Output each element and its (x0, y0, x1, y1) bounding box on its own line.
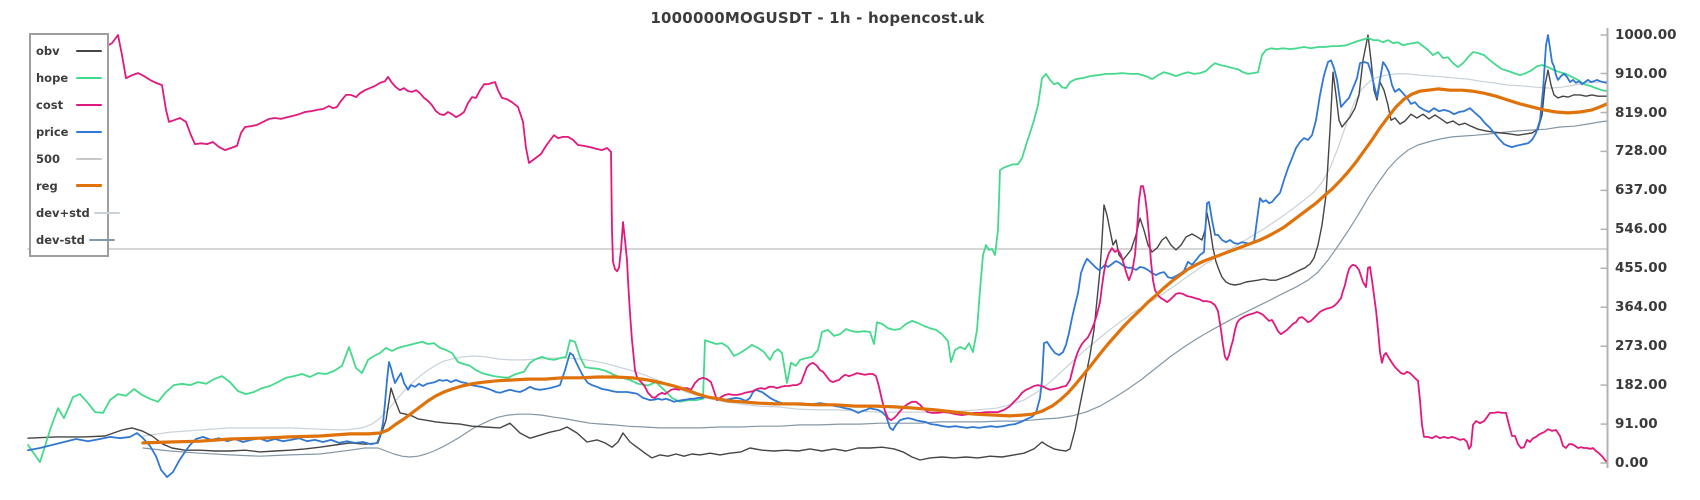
legend-swatch-cost (76, 103, 102, 106)
legend-label: dev+std (36, 205, 90, 220)
series-line-dev+std (142, 73, 1608, 437)
legend-swatch-obv (76, 49, 102, 52)
legend-item-500: 500 (36, 152, 102, 166)
legend-label: reg (36, 178, 58, 193)
legend-item-cost: cost (36, 98, 102, 112)
legend-label: 500 (36, 151, 61, 166)
legend-swatch-reg (76, 183, 102, 188)
legend-box: obv hope cost price 500 reg dev+std dev-std (29, 33, 120, 257)
y-axis-label: 455.00 (1615, 260, 1668, 277)
legend-item-hope: hope (36, 71, 102, 85)
y-axis-label: 637.00 (1615, 182, 1668, 199)
legend-label: dev-std (36, 232, 85, 247)
legend-swatch-price (76, 130, 102, 133)
legend-swatch-hope (76, 76, 102, 79)
series-line-price (27, 34, 1608, 479)
legend-label: hope (36, 70, 69, 85)
y-axis-label: 546.00 (1615, 221, 1668, 238)
y-axis-label: 273.00 (1615, 338, 1668, 355)
legend-swatch-dev-std (88, 238, 115, 241)
y-axis-label: 182.00 (1615, 377, 1668, 394)
y-axis-label: 819.00 (1615, 104, 1668, 121)
legend-item-dev-std: dev-std (36, 232, 115, 247)
y-axis-label: 91.00 (1615, 416, 1658, 433)
series-line-obv (27, 34, 1608, 461)
legend-item-obv: obv (36, 44, 102, 58)
legend-label: price (36, 124, 69, 139)
y-axis-label: 910.00 (1615, 65, 1668, 82)
series-line-cost (104, 34, 1608, 464)
legend-item-dev+std: dev+std (36, 205, 120, 220)
legend-label: cost (36, 97, 64, 112)
legend-label: obv (36, 43, 60, 58)
legend-item-price: price (36, 125, 102, 139)
chart-title: 1000000MOGUSDT - 1h - hopencost.uk (650, 9, 985, 27)
series-line-reg (141, 87, 1609, 445)
legend-swatch-dev+std (93, 211, 120, 214)
y-axis-label: 0.00 (1615, 455, 1649, 471)
y-axis-label: 364.00 (1615, 299, 1668, 316)
series-line-dev-std (142, 120, 1608, 458)
legend-swatch-500 (76, 157, 102, 160)
y-axis-label: 1000.00 (1615, 27, 1677, 43)
legend-item-reg: reg (36, 179, 102, 193)
y-axis-label: 728.00 (1615, 143, 1668, 160)
series-line-hope (27, 37, 1608, 464)
